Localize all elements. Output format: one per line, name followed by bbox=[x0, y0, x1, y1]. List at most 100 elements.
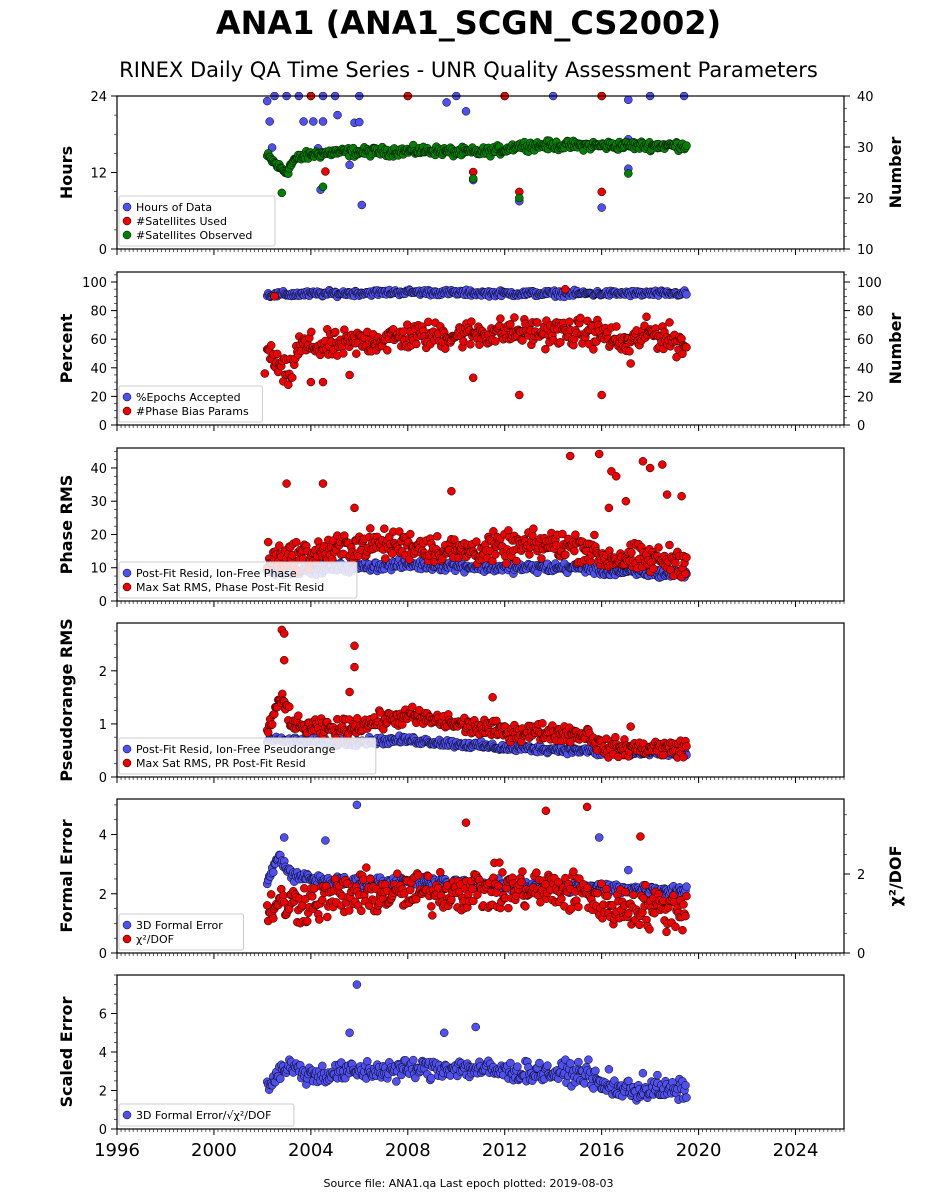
point-phase_max bbox=[275, 541, 284, 550]
point-phase_bias bbox=[307, 327, 316, 337]
legend-marker bbox=[122, 582, 132, 592]
point-phase_max bbox=[537, 554, 546, 563]
point-chi2 bbox=[494, 881, 503, 891]
point-pr_max bbox=[614, 752, 623, 762]
point-phase_max bbox=[681, 569, 690, 579]
point-phase_max bbox=[662, 490, 672, 499]
point-chi2 bbox=[518, 867, 527, 876]
point-chi2 bbox=[424, 872, 433, 881]
y-ticks-left bbox=[111, 630, 117, 778]
point-sat_used bbox=[321, 167, 330, 176]
legend-marker bbox=[122, 406, 132, 416]
point-chi2 bbox=[603, 891, 612, 901]
point-phase_bias bbox=[270, 292, 279, 301]
x-ticks bbox=[116, 249, 845, 255]
point-hours bbox=[262, 96, 272, 106]
y-axis-label: Hours bbox=[57, 146, 76, 199]
point-phase_max bbox=[627, 548, 636, 557]
point-pr_max bbox=[679, 752, 688, 762]
y-tick-label: 60 bbox=[90, 333, 107, 348]
point-pr_max bbox=[285, 702, 294, 712]
point-hours bbox=[461, 107, 471, 116]
point-phase_bias bbox=[352, 349, 361, 358]
point-phase_max bbox=[525, 550, 534, 559]
point-pr_max bbox=[659, 750, 668, 760]
point-phase_max bbox=[433, 532, 442, 541]
legend-entry: #Satellites Observed bbox=[136, 229, 252, 242]
point-phase_max bbox=[472, 537, 481, 546]
series-sat_observed bbox=[262, 136, 691, 203]
point-phase_max bbox=[406, 529, 415, 539]
point-chi2 bbox=[662, 927, 671, 937]
point-phase_bias bbox=[565, 317, 574, 327]
point-sat_observed bbox=[468, 174, 478, 183]
point-formal bbox=[352, 800, 362, 810]
point-phase_bias bbox=[273, 349, 282, 359]
point-chi2 bbox=[583, 883, 592, 893]
data-marks bbox=[262, 449, 691, 582]
point-chi2 bbox=[532, 868, 541, 877]
series-phase_bias bbox=[260, 284, 691, 400]
panel-3: 0 10 20 30 40 Phase RMS Post-Fit Resid, Ion-Fr… bbox=[57, 447, 845, 610]
point-hours bbox=[597, 203, 606, 212]
point-chi2 bbox=[557, 894, 566, 904]
page-subtitle: RINEX Daily QA Time Series - UNR Quality… bbox=[119, 58, 818, 82]
point-phase_max bbox=[611, 472, 621, 481]
point-chi2 bbox=[315, 915, 324, 924]
point-chi2 bbox=[582, 802, 592, 812]
legend-entry: Post-Fit Resid, Ion-Free Pseudorange bbox=[136, 743, 336, 756]
point-sat_observed bbox=[515, 193, 524, 203]
point-pr_max bbox=[263, 728, 273, 737]
y2-tick-label: 40 bbox=[857, 90, 874, 105]
point-formal bbox=[624, 865, 633, 875]
y-axis-label: Phase RMS bbox=[57, 475, 76, 575]
legend: %Epochs Accepted#Phase Bias Params bbox=[118, 385, 263, 423]
point-phase_bias bbox=[383, 346, 392, 355]
point-formal bbox=[321, 836, 330, 845]
panel-4: 0 1 2 Pseudorange RMS Post-Fit Resid, Ion-Fr… bbox=[57, 618, 845, 786]
point-phase_max bbox=[380, 524, 389, 533]
y-tick-label: 30 bbox=[90, 495, 107, 510]
point-hours bbox=[357, 200, 367, 210]
legend-box bbox=[118, 561, 358, 599]
point-chi2 bbox=[393, 869, 402, 878]
point-pr_max bbox=[682, 741, 691, 751]
point-phase_bias bbox=[597, 390, 606, 400]
point-pr_max bbox=[267, 720, 277, 729]
point-phase_bias bbox=[466, 340, 475, 349]
point-phase_max bbox=[282, 479, 291, 488]
point-chi2 bbox=[635, 920, 644, 930]
point-chi2 bbox=[359, 875, 368, 884]
point-phase_bias bbox=[665, 318, 674, 327]
point-phase_bias bbox=[642, 312, 651, 322]
point-epochs bbox=[682, 290, 691, 299]
point-phase_max bbox=[558, 529, 567, 539]
point-hours bbox=[355, 117, 364, 127]
legend-marker bbox=[122, 758, 132, 768]
point-phase_bias bbox=[625, 347, 634, 356]
point-chi2 bbox=[521, 902, 530, 911]
page-title: ANA1 (ANA1_SCGN_CS2002) bbox=[215, 4, 722, 42]
y2-tick-label: 100 bbox=[857, 276, 882, 291]
point-chi2 bbox=[593, 888, 602, 898]
data-marks bbox=[260, 284, 691, 400]
point-phase_bias bbox=[561, 284, 570, 294]
legend-marker bbox=[122, 392, 132, 402]
y2-tick-label: 80 bbox=[857, 305, 874, 320]
point-phase_bias bbox=[612, 322, 621, 331]
legend-entry: Post-Fit Resid, Ion-Free Phase bbox=[136, 567, 297, 580]
y-tick-label: 10 bbox=[90, 562, 107, 577]
point-phase_max bbox=[502, 559, 511, 568]
point-sat_observed bbox=[318, 182, 328, 192]
point-chi2 bbox=[323, 912, 332, 922]
point-chi2 bbox=[303, 916, 312, 926]
point-chi2 bbox=[366, 874, 375, 884]
point-phase_max bbox=[529, 524, 538, 533]
point-phase_max bbox=[561, 550, 570, 560]
point-formal bbox=[682, 882, 691, 891]
y-ticks-left bbox=[111, 451, 117, 602]
point-pr_max bbox=[538, 719, 547, 728]
